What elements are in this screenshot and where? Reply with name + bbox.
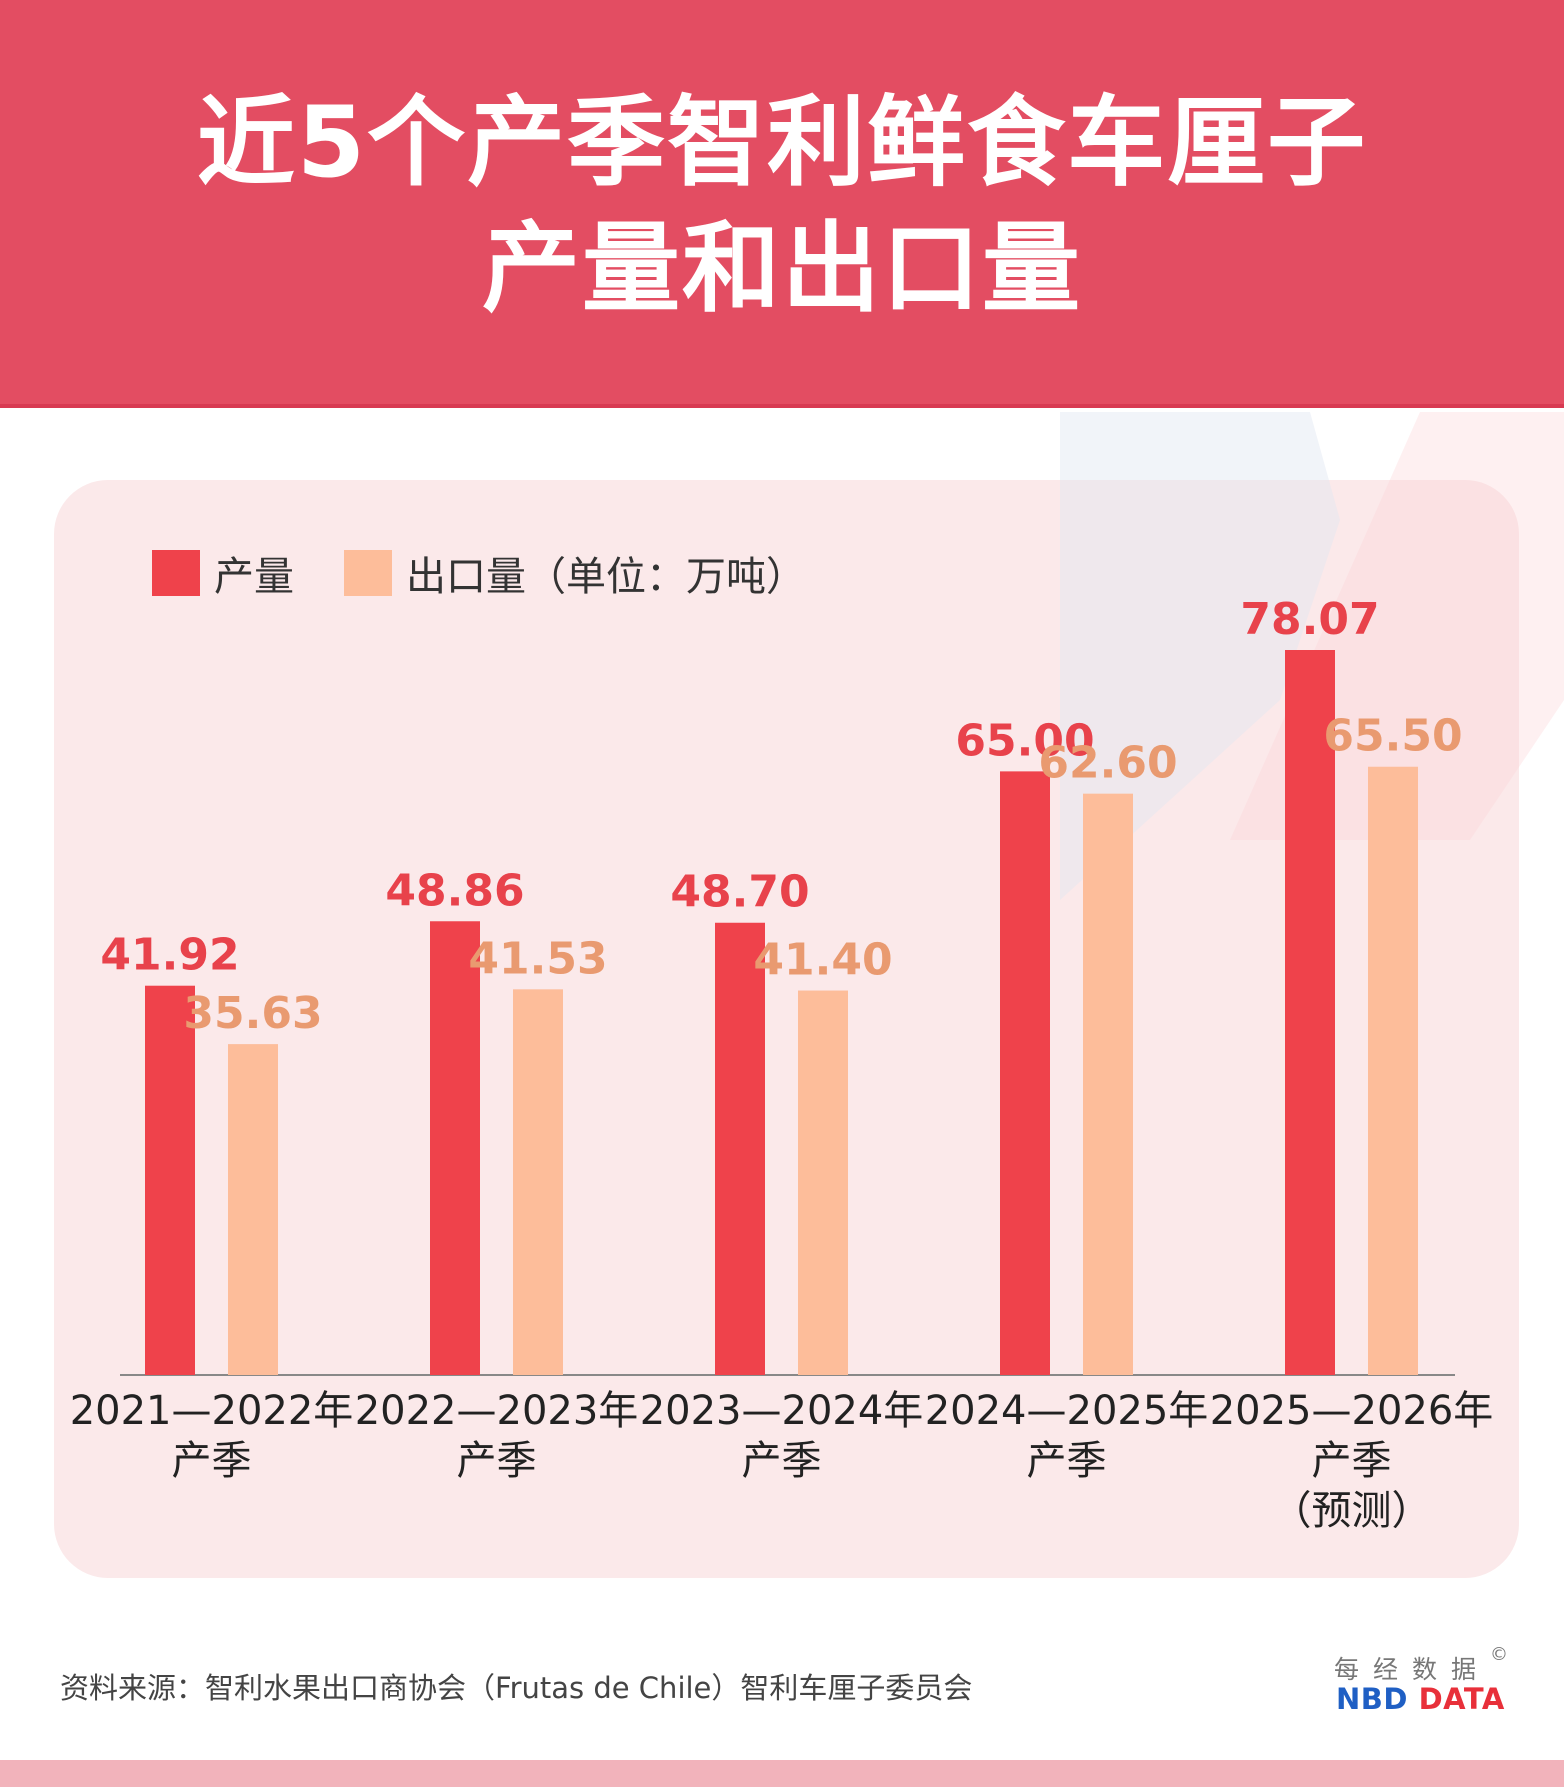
x-tick-label: 2025—2026年 bbox=[1210, 1388, 1494, 1434]
copyright-icon: © bbox=[1490, 1644, 1508, 1665]
x-tick-label: 产季 bbox=[1312, 1438, 1392, 1484]
legend-label-export: 出口量（单位：万吨） bbox=[406, 554, 806, 600]
data-label-export: 65.50 bbox=[1323, 711, 1462, 762]
chart-panel bbox=[54, 480, 1519, 1578]
brand-name-cn: 每经数据 bbox=[1334, 1655, 1491, 1684]
bar-production bbox=[715, 922, 765, 1375]
x-tick-label: 产季 bbox=[172, 1438, 252, 1484]
bar-chart: 41.9235.632021—2022年产季48.8641.532022—202… bbox=[70, 594, 1494, 1534]
bar-production bbox=[1000, 771, 1050, 1375]
x-tick-label: 产季 bbox=[1027, 1438, 1107, 1484]
data-label-export: 41.53 bbox=[468, 933, 607, 984]
data-label-production: 65.00 bbox=[955, 715, 1094, 766]
data-label-export: 62.60 bbox=[1038, 738, 1177, 789]
page-title-line-1: 近5个产季智利鲜食车厘子 bbox=[196, 86, 1368, 200]
legend-swatch-export bbox=[344, 550, 392, 596]
x-tick-label: 产季 bbox=[457, 1438, 537, 1484]
brand-logo-data: DATA bbox=[1418, 1682, 1505, 1716]
x-tick-label: 2022—2023年 bbox=[355, 1388, 639, 1434]
bar-export bbox=[228, 1044, 278, 1375]
data-label-production: 78.07 bbox=[1240, 594, 1379, 645]
bar-export bbox=[513, 989, 563, 1375]
legend-item-production: 产量 bbox=[152, 544, 294, 602]
bar-export bbox=[1083, 793, 1133, 1375]
legend-item-export: 出口量（单位：万吨） bbox=[344, 544, 806, 602]
page-title-line-2: 产量和出口量 bbox=[481, 212, 1082, 326]
legend-label-production: 产量 bbox=[214, 554, 294, 600]
x-tick-label: 2024—2025年 bbox=[925, 1388, 1209, 1434]
brand-logo-nbd: NBD bbox=[1336, 1682, 1408, 1716]
legend-swatch-production bbox=[152, 550, 200, 596]
bar-export bbox=[798, 990, 848, 1375]
x-tick-label: 2023—2024年 bbox=[640, 1388, 924, 1434]
bottom-bar bbox=[0, 1760, 1564, 1787]
data-label-export: 41.40 bbox=[753, 935, 892, 986]
bar-export bbox=[1368, 766, 1418, 1375]
bar-production bbox=[1285, 650, 1335, 1375]
x-tick-label: 2021—2022年 bbox=[70, 1388, 354, 1434]
data-label-production: 48.70 bbox=[670, 867, 809, 918]
x-tick-label: （预测） bbox=[1272, 1488, 1432, 1534]
x-tick-label: 产季 bbox=[742, 1438, 822, 1484]
data-label-export: 35.63 bbox=[183, 988, 322, 1039]
data-label-production: 48.86 bbox=[385, 865, 524, 916]
data-label-production: 41.92 bbox=[100, 930, 239, 981]
brand-logo-en: NBD DATA bbox=[1336, 1682, 1505, 1716]
title-banner: 近5个产季智利鲜食车厘子 产量和出口量 bbox=[0, 0, 1564, 408]
data-source-note: 资料来源：智利水果出口商协会（Frutas de Chile）智利车厘子委员会 bbox=[60, 1671, 973, 1705]
bar-production bbox=[145, 985, 195, 1375]
bar-production bbox=[430, 921, 480, 1375]
chart-legend: 产量 出口量（单位：万吨） bbox=[152, 548, 856, 600]
